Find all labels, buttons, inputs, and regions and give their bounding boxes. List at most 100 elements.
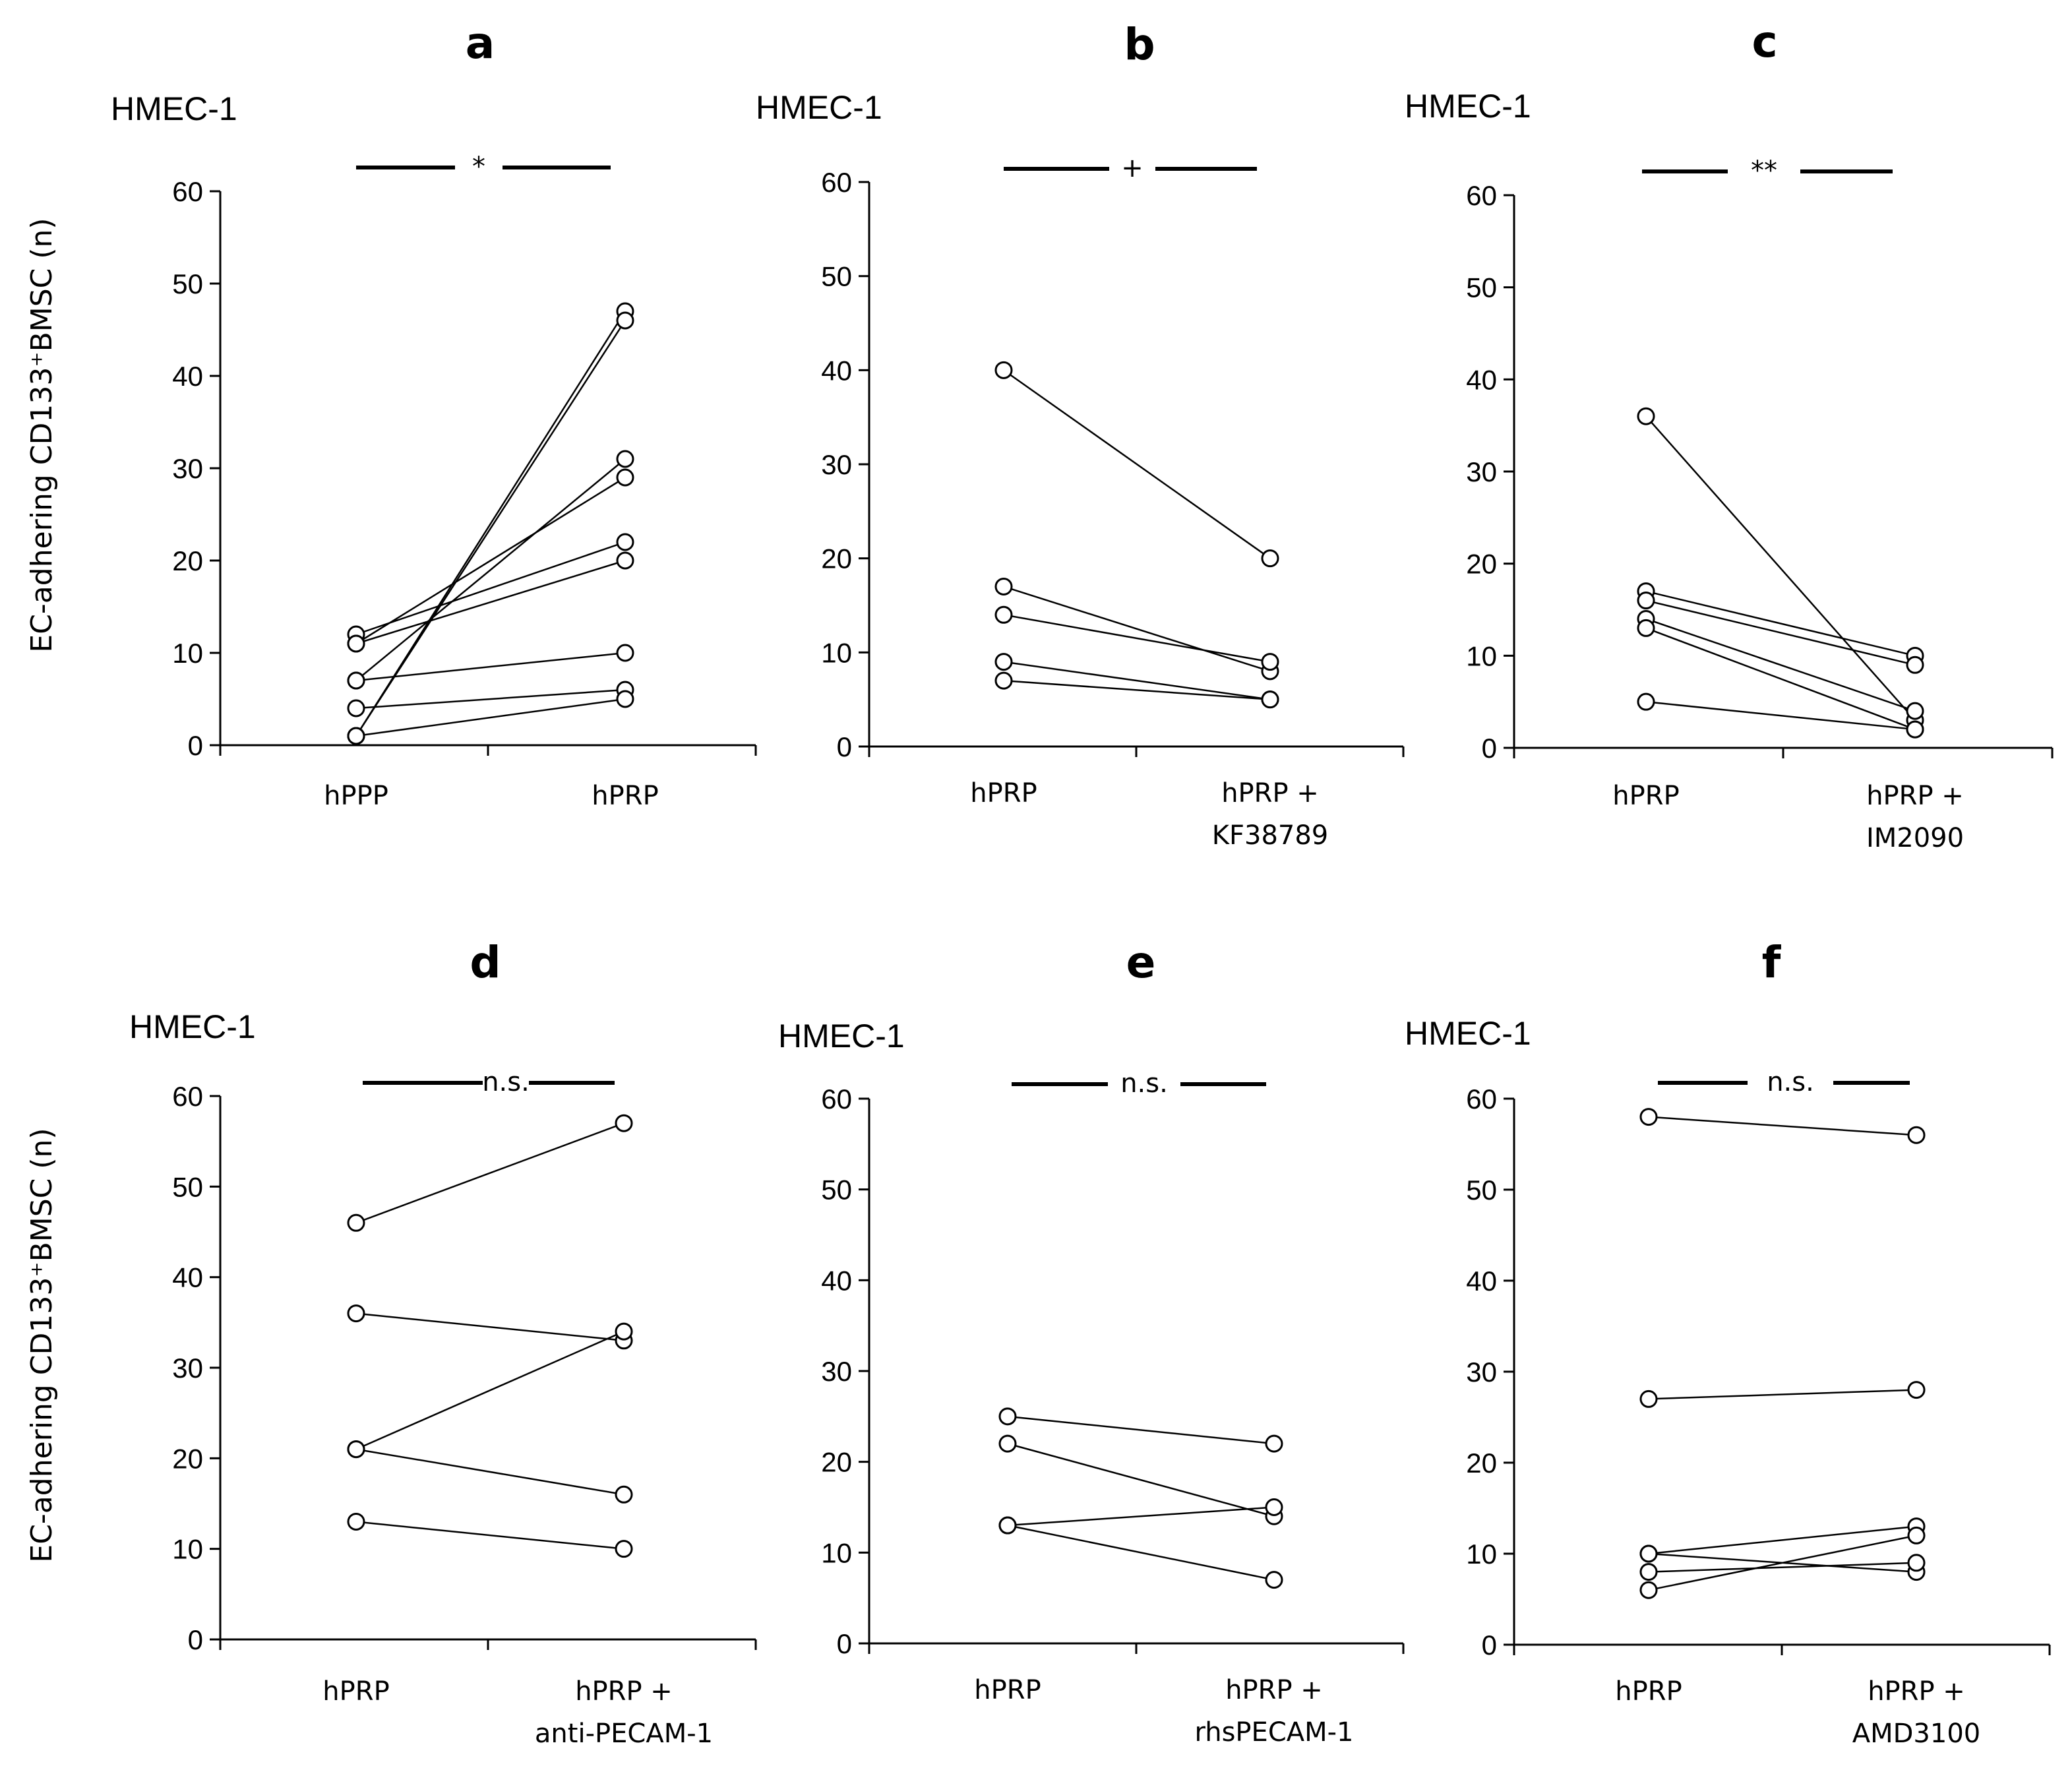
y-tick-label: 10: [1466, 1539, 1497, 1570]
data-point-left: [998, 1516, 1017, 1535]
panel-a: a HMEC-1 * 0 10 20 30 40 50 60 hPPP hPRP: [111, 18, 757, 811]
panel-b: b HMEC-1 +0 10 20 30 40 50 60 hPRP hPRP + KF38789: [756, 19, 1405, 851]
cell-line-label: HMEC-1: [1405, 88, 1531, 125]
data-point-left: [994, 653, 1013, 671]
cell-line-label: HMEC-1: [111, 90, 237, 127]
data-points: [994, 361, 1279, 709]
y-tick-label: 10: [172, 638, 203, 669]
data-point-right: [615, 1540, 633, 1558]
pair-line: [1645, 599, 1916, 666]
category-label: hPRP +: [1866, 781, 1964, 811]
y-tick-label: 20: [821, 1447, 852, 1478]
significance-label: +: [1121, 153, 1143, 183]
pair-line: [1645, 590, 1916, 657]
panel-f: f HMEC-1 n.s. 0 10 20 30 40 50 60 hPRP hPRP + AMD310…: [1405, 937, 2051, 1749]
y-tick-label: 50: [1466, 272, 1497, 303]
category-label: AMD3100: [1852, 1719, 1980, 1749]
data-point-left: [1639, 1108, 1658, 1126]
pair-line: [355, 541, 626, 636]
y-tick-label: 60: [172, 176, 203, 207]
panel-letter: e: [1126, 937, 1156, 988]
data-point-right: [1907, 1526, 1926, 1544]
data-points: [347, 1114, 633, 1558]
data-point-left: [994, 577, 1013, 595]
y-tick-label: 0: [837, 731, 852, 762]
pair-line: [1648, 1116, 1917, 1136]
y-tick-label: 0: [1482, 1630, 1497, 1661]
data-point-right: [616, 450, 634, 468]
y-tick-label: 50: [821, 1175, 852, 1205]
y-tick-label: 0: [1482, 733, 1497, 764]
category-label: hPRP +: [1868, 1676, 1965, 1707]
pair-line: [1007, 1524, 1275, 1581]
pair-line: [1007, 1442, 1275, 1517]
y-tick-label: 20: [172, 545, 203, 576]
data-point-right: [615, 1322, 633, 1341]
panel-letter: f: [1762, 937, 1782, 988]
panel-letter: a: [466, 18, 495, 69]
data-points: [347, 302, 634, 745]
data-point-right: [1906, 720, 1924, 739]
cell-line-label: HMEC-1: [756, 89, 882, 126]
y-tick-label: 30: [1466, 1357, 1497, 1388]
y-tick-label: 40: [172, 361, 203, 392]
y-tick-label: 60: [1466, 1083, 1497, 1114]
pair-line: [355, 652, 626, 682]
data-point-left: [1639, 1389, 1658, 1408]
data-point-left: [994, 361, 1013, 379]
data-point-left: [998, 1407, 1017, 1426]
data-point-left: [347, 699, 365, 717]
y-tick-label: 30: [1466, 456, 1497, 487]
category-label: KF38789: [1212, 820, 1328, 851]
y-tick-label: 30: [172, 1353, 203, 1384]
significance-label: n.s.: [1767, 1067, 1814, 1097]
y-tick-label: 20: [821, 543, 852, 574]
pair-line: [355, 1521, 625, 1550]
y-tick-label: 30: [821, 1356, 852, 1387]
pair-lines: [1003, 369, 1271, 700]
significance-label: *: [472, 152, 485, 182]
significance-label: n.s.: [1120, 1068, 1168, 1099]
pair-line: [355, 1330, 625, 1450]
category-label: hPRP: [322, 1676, 389, 1707]
category-label: hPRP: [1615, 1676, 1682, 1707]
category-label: IM2090: [1866, 823, 1964, 853]
y-tick-label: 10: [821, 1537, 852, 1568]
y-tick-label: 50: [821, 261, 852, 292]
y-tick-label: 50: [1466, 1175, 1497, 1205]
data-points: [1639, 1108, 1926, 1599]
y-tick-label: 60: [1466, 180, 1497, 211]
data-point-right: [615, 1485, 633, 1504]
panel-letter: d: [470, 937, 501, 988]
data-point-left: [1639, 1544, 1658, 1563]
data-point-right: [1261, 690, 1279, 709]
y-tick-label: 10: [821, 637, 852, 668]
pair-line: [1003, 679, 1271, 700]
pair-line: [355, 1122, 625, 1224]
data-point-right: [616, 468, 634, 487]
category-label: anti-PECAM-1: [535, 1719, 713, 1749]
pair-line: [1645, 700, 1916, 731]
cell-line-label: HMEC-1: [1405, 1015, 1531, 1052]
data-point-left: [994, 605, 1013, 624]
data-point-left: [1637, 619, 1655, 637]
pair-lines: [1648, 1116, 1917, 1591]
category-label: hPRP +: [1221, 778, 1319, 809]
data-point-right: [1261, 549, 1279, 568]
category-label: hPRP: [970, 778, 1037, 809]
pair-lines: [355, 1122, 625, 1550]
data-point-right: [1906, 656, 1924, 674]
pair-line: [1003, 614, 1271, 663]
data-point-right: [1265, 1434, 1283, 1453]
data-point-right: [616, 690, 634, 708]
y-tick-label: 30: [172, 453, 203, 484]
y-tick-label: 10: [172, 1534, 203, 1565]
data-points: [998, 1407, 1283, 1589]
data-point-right: [1907, 1554, 1926, 1572]
data-point-left: [347, 1440, 365, 1459]
data-point-left: [347, 1304, 365, 1323]
data-point-left: [994, 671, 1013, 690]
pair-line: [355, 1312, 625, 1342]
pair-line: [1645, 415, 1916, 721]
